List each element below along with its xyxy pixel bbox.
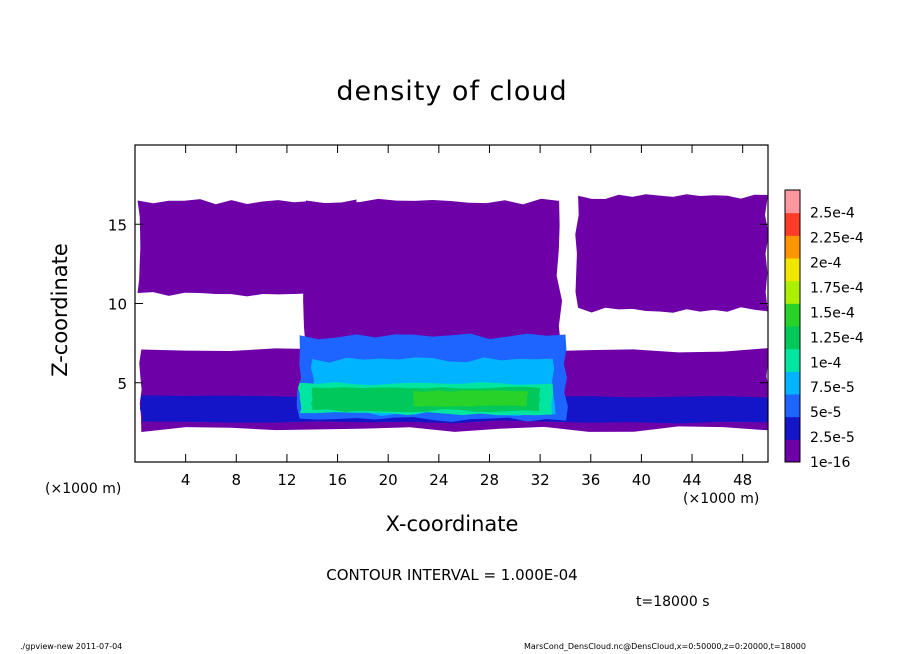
colorbar-frame xyxy=(784,189,801,463)
density-region-2 xyxy=(303,198,563,353)
colorbar-label: 1e-4 xyxy=(810,355,842,371)
x-tick-label: 8 xyxy=(232,471,242,489)
chart-title: density of cloud xyxy=(336,76,568,107)
colorbar-label: 1.5e-4 xyxy=(810,305,855,321)
x-tick-label: 44 xyxy=(682,471,701,489)
colorbar-swatch xyxy=(785,416,800,440)
colorbar-swatch xyxy=(785,303,800,327)
density-region-1 xyxy=(137,199,358,298)
colorbar-label: 5e-5 xyxy=(810,405,841,421)
x-tick-label: 40 xyxy=(632,471,651,489)
density-region-3 xyxy=(575,194,768,313)
x-tick-label: 12 xyxy=(277,471,296,489)
colorbar-swatch xyxy=(785,258,800,282)
footer-left: ./gpview-new 2011-07-04 xyxy=(20,642,123,651)
y-tick-label: 5 xyxy=(117,375,127,393)
colorbar-swatch xyxy=(785,190,800,214)
time-label: t=18000 s xyxy=(636,594,710,610)
colorbar-swatch xyxy=(785,371,800,395)
colorbar-swatch xyxy=(785,439,800,463)
z-unit-label: (×1000 m) xyxy=(45,481,122,497)
colorbar-label: 2e-4 xyxy=(810,256,842,272)
colorbar-label: 2.5e-5 xyxy=(810,430,855,446)
colorbar-label: 7.5e-5 xyxy=(810,380,855,396)
contour-interval-label: CONTOUR INTERVAL = 1.000E-04 xyxy=(326,566,578,584)
y-tick-label: 10 xyxy=(108,296,127,314)
colorbar-label: 2.5e-4 xyxy=(810,206,855,222)
x-axis-label: X-coordinate xyxy=(385,512,519,536)
y-tick-label: 15 xyxy=(108,216,127,234)
colorbar-swatch xyxy=(785,326,800,350)
x-tick-label: 48 xyxy=(733,471,752,489)
y-axis-label: Z-coordinate xyxy=(48,243,72,377)
x-tick-label: 20 xyxy=(379,471,398,489)
density-region-9 xyxy=(413,390,529,407)
x-tick-label: 24 xyxy=(429,471,448,489)
x-tick-label: 16 xyxy=(328,471,347,489)
footer-right: MarsCond_DensCloud.nc@DensCloud,x=0:5000… xyxy=(524,642,806,651)
x-tick-label: 28 xyxy=(480,471,499,489)
colorbar-swatch xyxy=(785,394,800,418)
x-unit-label: (×1000 m) xyxy=(683,491,760,507)
colorbar-swatch xyxy=(785,348,800,372)
colorbar-label: 2.25e-4 xyxy=(810,231,864,247)
colorbar-swatch xyxy=(785,280,800,304)
colorbar-label: 1.25e-4 xyxy=(810,330,864,346)
colorbar-swatch xyxy=(785,235,800,259)
colorbar-swatch xyxy=(785,212,800,236)
field-group xyxy=(137,194,768,433)
colorbar-label: 1e-16 xyxy=(810,455,850,471)
x-tick-label: 32 xyxy=(531,471,550,489)
x-tick-label: 36 xyxy=(581,471,600,489)
colorbar-label: 1.75e-4 xyxy=(810,280,864,296)
x-tick-label: 4 xyxy=(181,471,191,489)
